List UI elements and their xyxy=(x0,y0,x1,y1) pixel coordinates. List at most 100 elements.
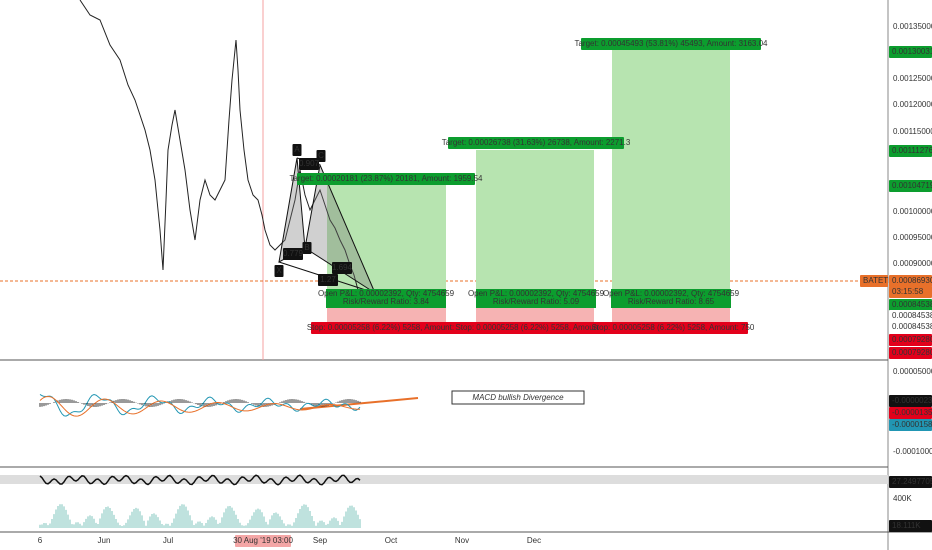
pattern-point: B xyxy=(304,243,309,252)
stop-label: Stop: 0.00005258 (6.22%) 5258, Amount: 7… xyxy=(307,323,466,332)
countdown-bg xyxy=(889,286,932,298)
volume-value: 18.111K xyxy=(892,521,921,530)
ratio-label: Risk/Reward Ratio: 5.09 xyxy=(493,297,580,306)
target-zone xyxy=(612,50,730,293)
entry-price-bg xyxy=(889,310,932,322)
stop-zone xyxy=(612,308,730,322)
stop-label: Stop: 0.00005258 (6.22%) 5258, Amount: 7… xyxy=(592,323,755,332)
price-tick: 0.00125000 xyxy=(893,74,932,83)
pattern-point-bg xyxy=(302,242,312,254)
target-price: 0.00104719 xyxy=(892,181,932,190)
divergence-line xyxy=(299,397,419,410)
time-tick: Sep xyxy=(313,536,328,545)
pattern-point: X xyxy=(276,266,282,275)
time-tick: Jun xyxy=(98,536,111,545)
rsi-value: 27.24977055 xyxy=(892,477,932,486)
pnl-label: Open P&L: 0.00002392, Qty: 4754659 xyxy=(318,289,455,298)
price-tick: 0.00090000 xyxy=(893,259,932,268)
entry-price-bg xyxy=(889,321,932,333)
pnl-label: Open P&L: 0.00002392, Qty: 4754659 xyxy=(468,289,605,298)
macd-value-bg xyxy=(889,407,932,419)
pattern-point-bg xyxy=(292,144,302,156)
stop-label-bg xyxy=(454,322,604,334)
target-price: 0.00111276 xyxy=(892,146,932,155)
last-price-bg xyxy=(889,275,932,287)
target-label: Target: 0.00045493 (53.81%) 45493, Amoun… xyxy=(574,39,768,48)
stop-price: 0.00079280 xyxy=(892,335,932,344)
pnl-bg xyxy=(326,289,446,308)
pnl-bg xyxy=(476,289,596,308)
last-price: 0.00086930 xyxy=(892,276,932,285)
volume-value-bg xyxy=(889,520,932,532)
time-cursor-bg xyxy=(235,535,291,547)
price-tick: 0.00095000 xyxy=(893,233,932,242)
macd-value: -0.00001351 xyxy=(892,408,932,417)
price-tick: 0.00120000 xyxy=(893,100,932,109)
stop-zone xyxy=(327,308,446,322)
stop-price: 0.00079280 xyxy=(892,348,932,357)
pattern-ratio: 0.779 xyxy=(283,249,304,258)
volume-tick: 400K xyxy=(893,494,912,503)
stop-label: Stop: 0.00005258 (6.22%) 5258, Amount: xyxy=(455,323,602,332)
annotation-box xyxy=(451,390,585,405)
rsi-line xyxy=(39,474,361,486)
macd-value-bg xyxy=(889,419,932,431)
annotation-text: MACD bullish Divergence xyxy=(472,393,564,402)
symbol-badge: BATETH xyxy=(863,276,894,285)
signal-line xyxy=(39,395,361,417)
time-cursor: 30 Aug '19 03:00 xyxy=(233,536,293,545)
target-price-bg xyxy=(889,145,932,157)
entry-price: 0.00084538 xyxy=(892,300,932,309)
rsi-value-bg xyxy=(889,476,932,488)
pattern-point-bg xyxy=(274,265,284,277)
macd-tick: -0.00010000 xyxy=(893,447,932,456)
macd-line xyxy=(39,393,361,417)
pnl-bg xyxy=(611,289,731,308)
target-price-bg xyxy=(889,46,932,58)
pattern-ratio: 0.907 xyxy=(299,159,320,168)
stop-zone xyxy=(476,308,594,322)
price-tick: 0.00135000 xyxy=(893,22,932,31)
target-label-bg xyxy=(581,38,761,50)
labels: 0.00135000 0.00125000 0.00120000 0.00115000… xyxy=(38,22,932,547)
entry-price: 0.00084538 xyxy=(892,322,932,331)
symbol-badge-bg xyxy=(860,275,888,287)
price-tick: 0.00100000 xyxy=(893,207,932,216)
stop-label-bg xyxy=(311,322,461,334)
target-zone xyxy=(476,150,594,293)
time-tick: Jul xyxy=(163,536,173,545)
macd-tick: 0.00005000 xyxy=(893,367,932,376)
pattern-ratio-bg xyxy=(332,262,352,274)
pattern-point: A xyxy=(294,145,300,154)
pattern-point: C xyxy=(318,151,324,160)
pattern-ratio-bg xyxy=(299,158,319,170)
pnl-label: Open P&L: 0.00002392, Qty: 4754659 xyxy=(603,289,740,298)
pattern-ratio-bg xyxy=(318,274,338,286)
pattern-ratio-bg xyxy=(283,248,303,260)
time-tick: Oct xyxy=(385,536,398,545)
pattern-ratio: 1.27 xyxy=(320,275,336,284)
ratio-label: Risk/Reward Ratio: 8.65 xyxy=(628,297,715,306)
target-price-bg xyxy=(889,180,932,192)
macd-value: -0.00000231 xyxy=(892,396,932,405)
countdown: 03:15:58 xyxy=(892,287,924,296)
target-label-bg xyxy=(297,173,475,185)
pattern-ratio: 1.694 xyxy=(332,263,353,272)
ratio-label: Risk/Reward Ratio: 3.84 xyxy=(343,297,430,306)
target-label: Target: 0.00026738 (31.63%) 26738, Amoun… xyxy=(442,138,631,147)
target-label: Target: 0.00020181 (23.87%) 20181, Amoun… xyxy=(289,174,483,183)
macd-value-bg xyxy=(889,395,932,407)
indicator-graphics xyxy=(39,393,361,528)
stop-price-bg xyxy=(889,334,932,346)
time-tick: 6 xyxy=(38,536,43,545)
price-tick: 0.00115000 xyxy=(893,127,932,136)
stop-price-bg xyxy=(889,347,932,359)
time-tick: Nov xyxy=(455,536,469,545)
rsi-band xyxy=(0,475,888,484)
time-tick: Dec xyxy=(527,536,541,545)
target-label-bg xyxy=(448,137,624,149)
entry-price-bg xyxy=(889,299,932,311)
